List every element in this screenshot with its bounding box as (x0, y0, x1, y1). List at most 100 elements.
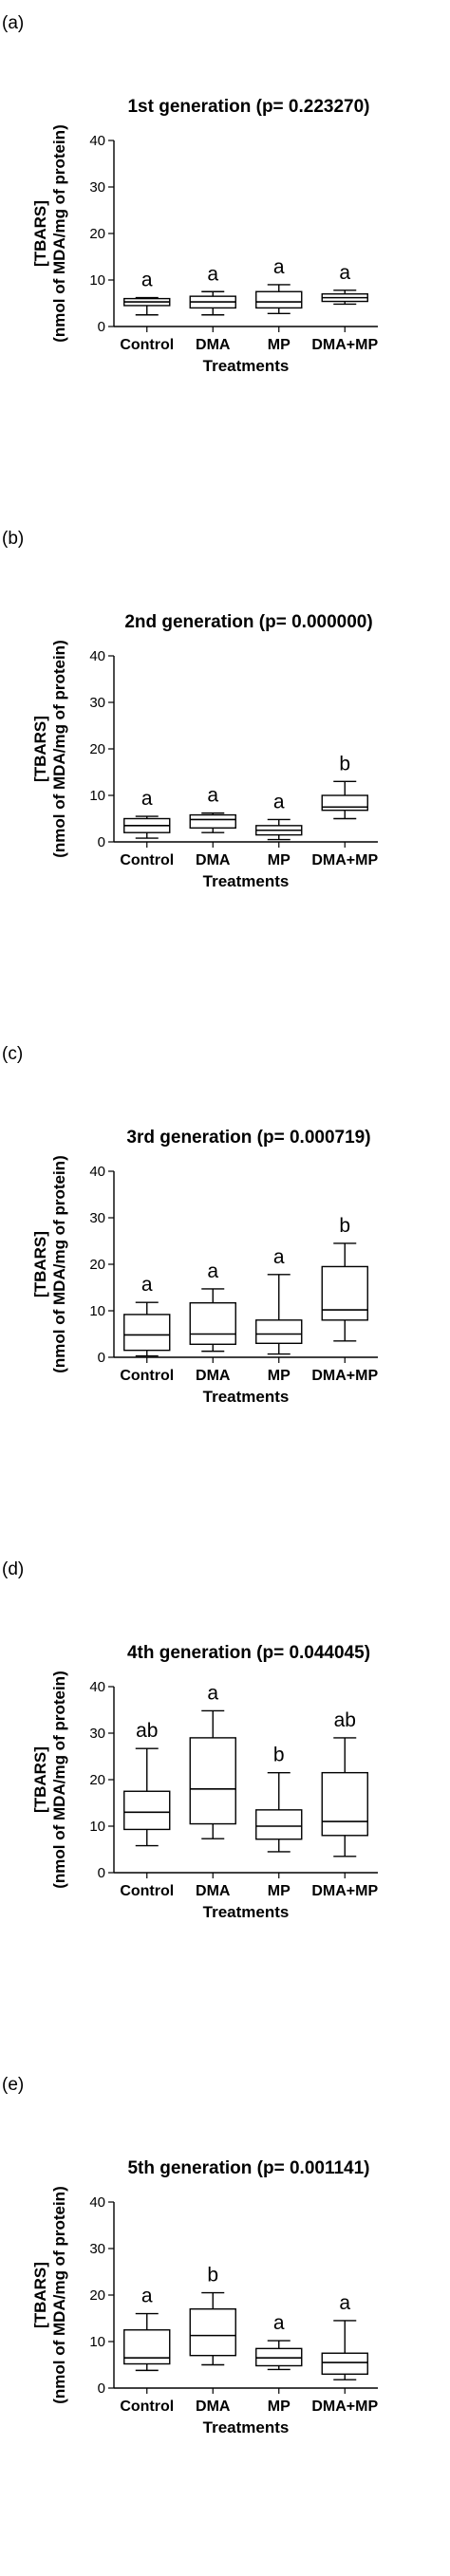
box-control: a (123, 788, 171, 839)
iqr-box (321, 1265, 368, 1321)
box-control: ab (123, 1720, 171, 1847)
y-tick-label: 0 (98, 319, 105, 335)
iqr-box (189, 1737, 236, 1825)
box-mp: a (255, 2312, 303, 2371)
box-control: a (123, 2286, 171, 2372)
significance-letter: b (339, 753, 350, 775)
y-axis-label-line2: (nmol of MDA/mg of protein) (50, 124, 68, 342)
y-axis-label-line1: [TBARS] (31, 716, 49, 782)
y-axis-label-line1: [TBARS] (31, 1746, 49, 1813)
y-tick-label: 40 (89, 133, 105, 149)
y-tick-label: 10 (89, 1303, 105, 1319)
y-tick-label: 0 (98, 1865, 105, 1881)
x-axis-label: Treatments (203, 872, 290, 890)
significance-letter: a (141, 2286, 153, 2307)
x-tick-label: Control (120, 2399, 174, 2415)
box-mp: a (255, 791, 303, 841)
y-axis-label-line1: [TBARS] (31, 1231, 49, 1297)
significance-letter: a (207, 263, 218, 285)
box-dma-mp: a (321, 262, 368, 306)
box-control: a (123, 270, 171, 316)
iqr-box (255, 1319, 303, 1345)
y-tick-label: 10 (89, 2334, 105, 2350)
x-tick-label: DMA (196, 2399, 231, 2415)
iqr-box (321, 2352, 368, 2375)
significance-letter: a (339, 262, 350, 284)
significance-letter: a (207, 1682, 218, 1704)
x-tick-label: Control (120, 852, 174, 868)
significance-letter: a (141, 270, 153, 291)
x-tick-label: DMA+MP (311, 1883, 378, 1899)
y-axis-label-line1: [TBARS] (31, 200, 49, 267)
significance-letter: a (207, 785, 218, 807)
chart-panel-4: (d) 4th generation (p= 0.044045) 0 10 20 30 40… (2, 1559, 378, 1921)
panel-label: (b) (2, 529, 24, 549)
x-axis-label: Treatments (203, 357, 290, 375)
y-tick-label: 30 (89, 1210, 105, 1226)
y-axis-label-line1: [TBARS] (31, 2262, 49, 2328)
chart-title: 2nd generation (p= 0.000000) (124, 612, 372, 632)
y-axis-label-line2: (nmol of MDA/mg of protein) (50, 1155, 68, 1372)
x-tick-label: MP (268, 2399, 291, 2415)
x-tick-label: DMA+MP (311, 852, 378, 868)
iqr-box (321, 1771, 368, 1837)
box-dma-mp: a (321, 2292, 368, 2380)
x-tick-label: MP (268, 1368, 291, 1384)
y-tick-label: 30 (89, 695, 105, 711)
box-mp: a (255, 1246, 303, 1355)
x-axis-label: Treatments (203, 2418, 290, 2436)
box-dma: a (189, 1682, 236, 1839)
iqr-box (123, 1314, 171, 1352)
x-tick-label: DMA (196, 852, 231, 868)
box-control: a (123, 1274, 171, 1357)
chart-panel-2: (b) 2nd generation (p= 0.000000) 0 10 20 30 40… (2, 529, 378, 890)
y-tick-label: 0 (98, 834, 105, 850)
x-axis-label: Treatments (203, 1388, 290, 1406)
iqr-box (189, 2307, 236, 2357)
y-tick-label: 30 (89, 1726, 105, 1742)
x-tick-label: MP (268, 337, 291, 353)
y-axis-label-line2: (nmol of MDA/mg of protein) (50, 2186, 68, 2403)
panel-label: (e) (2, 2075, 24, 2095)
y-tick-label: 0 (98, 2380, 105, 2397)
chart-title: 5th generation (p= 0.001141) (127, 2158, 369, 2178)
chart-title: 3rd generation (p= 0.000719) (126, 1128, 370, 1148)
y-tick-label: 20 (89, 2287, 105, 2304)
y-tick-label: 40 (89, 2194, 105, 2211)
significance-letter: a (207, 1260, 218, 1282)
box-dma: a (189, 785, 236, 833)
box-dma: a (189, 1260, 236, 1353)
y-tick-label: 20 (89, 1772, 105, 1788)
y-tick-label: 20 (89, 1257, 105, 1273)
significance-letter: ab (136, 1720, 158, 1742)
x-tick-label: MP (268, 852, 291, 868)
significance-letter: a (273, 2312, 285, 2334)
significance-letter: b (207, 2265, 218, 2287)
significance-letter: b (273, 1745, 285, 1766)
iqr-box (189, 1301, 236, 1345)
significance-letter: ab (334, 1709, 356, 1731)
y-tick-label: 30 (89, 179, 105, 196)
y-tick-label: 10 (89, 272, 105, 289)
significance-letter: a (339, 2292, 350, 2314)
box-dma: b (189, 2265, 236, 2366)
box-dma-mp: b (321, 753, 368, 820)
box-mp: a (255, 256, 303, 314)
x-tick-label: DMA+MP (311, 2399, 378, 2415)
box-dma: a (189, 263, 236, 316)
iqr-box (321, 794, 368, 812)
chart-panel-3: (c) 3rd generation (p= 0.000719) 0 10 20 30 40… (2, 1044, 378, 1406)
y-axis-label-line2: (nmol of MDA/mg of protein) (50, 1671, 68, 1888)
box-dma-mp: ab (321, 1709, 368, 1857)
x-tick-label: Control (120, 337, 174, 353)
box-mp: b (255, 1745, 303, 1853)
significance-letter: a (273, 1246, 285, 1268)
x-tick-label: Control (120, 1368, 174, 1384)
iqr-box (255, 290, 303, 309)
y-tick-label: 40 (89, 648, 105, 664)
significance-letter: a (273, 791, 285, 812)
significance-letter: a (273, 256, 285, 278)
x-axis-label: Treatments (203, 1903, 290, 1921)
y-tick-label: 20 (89, 226, 105, 242)
